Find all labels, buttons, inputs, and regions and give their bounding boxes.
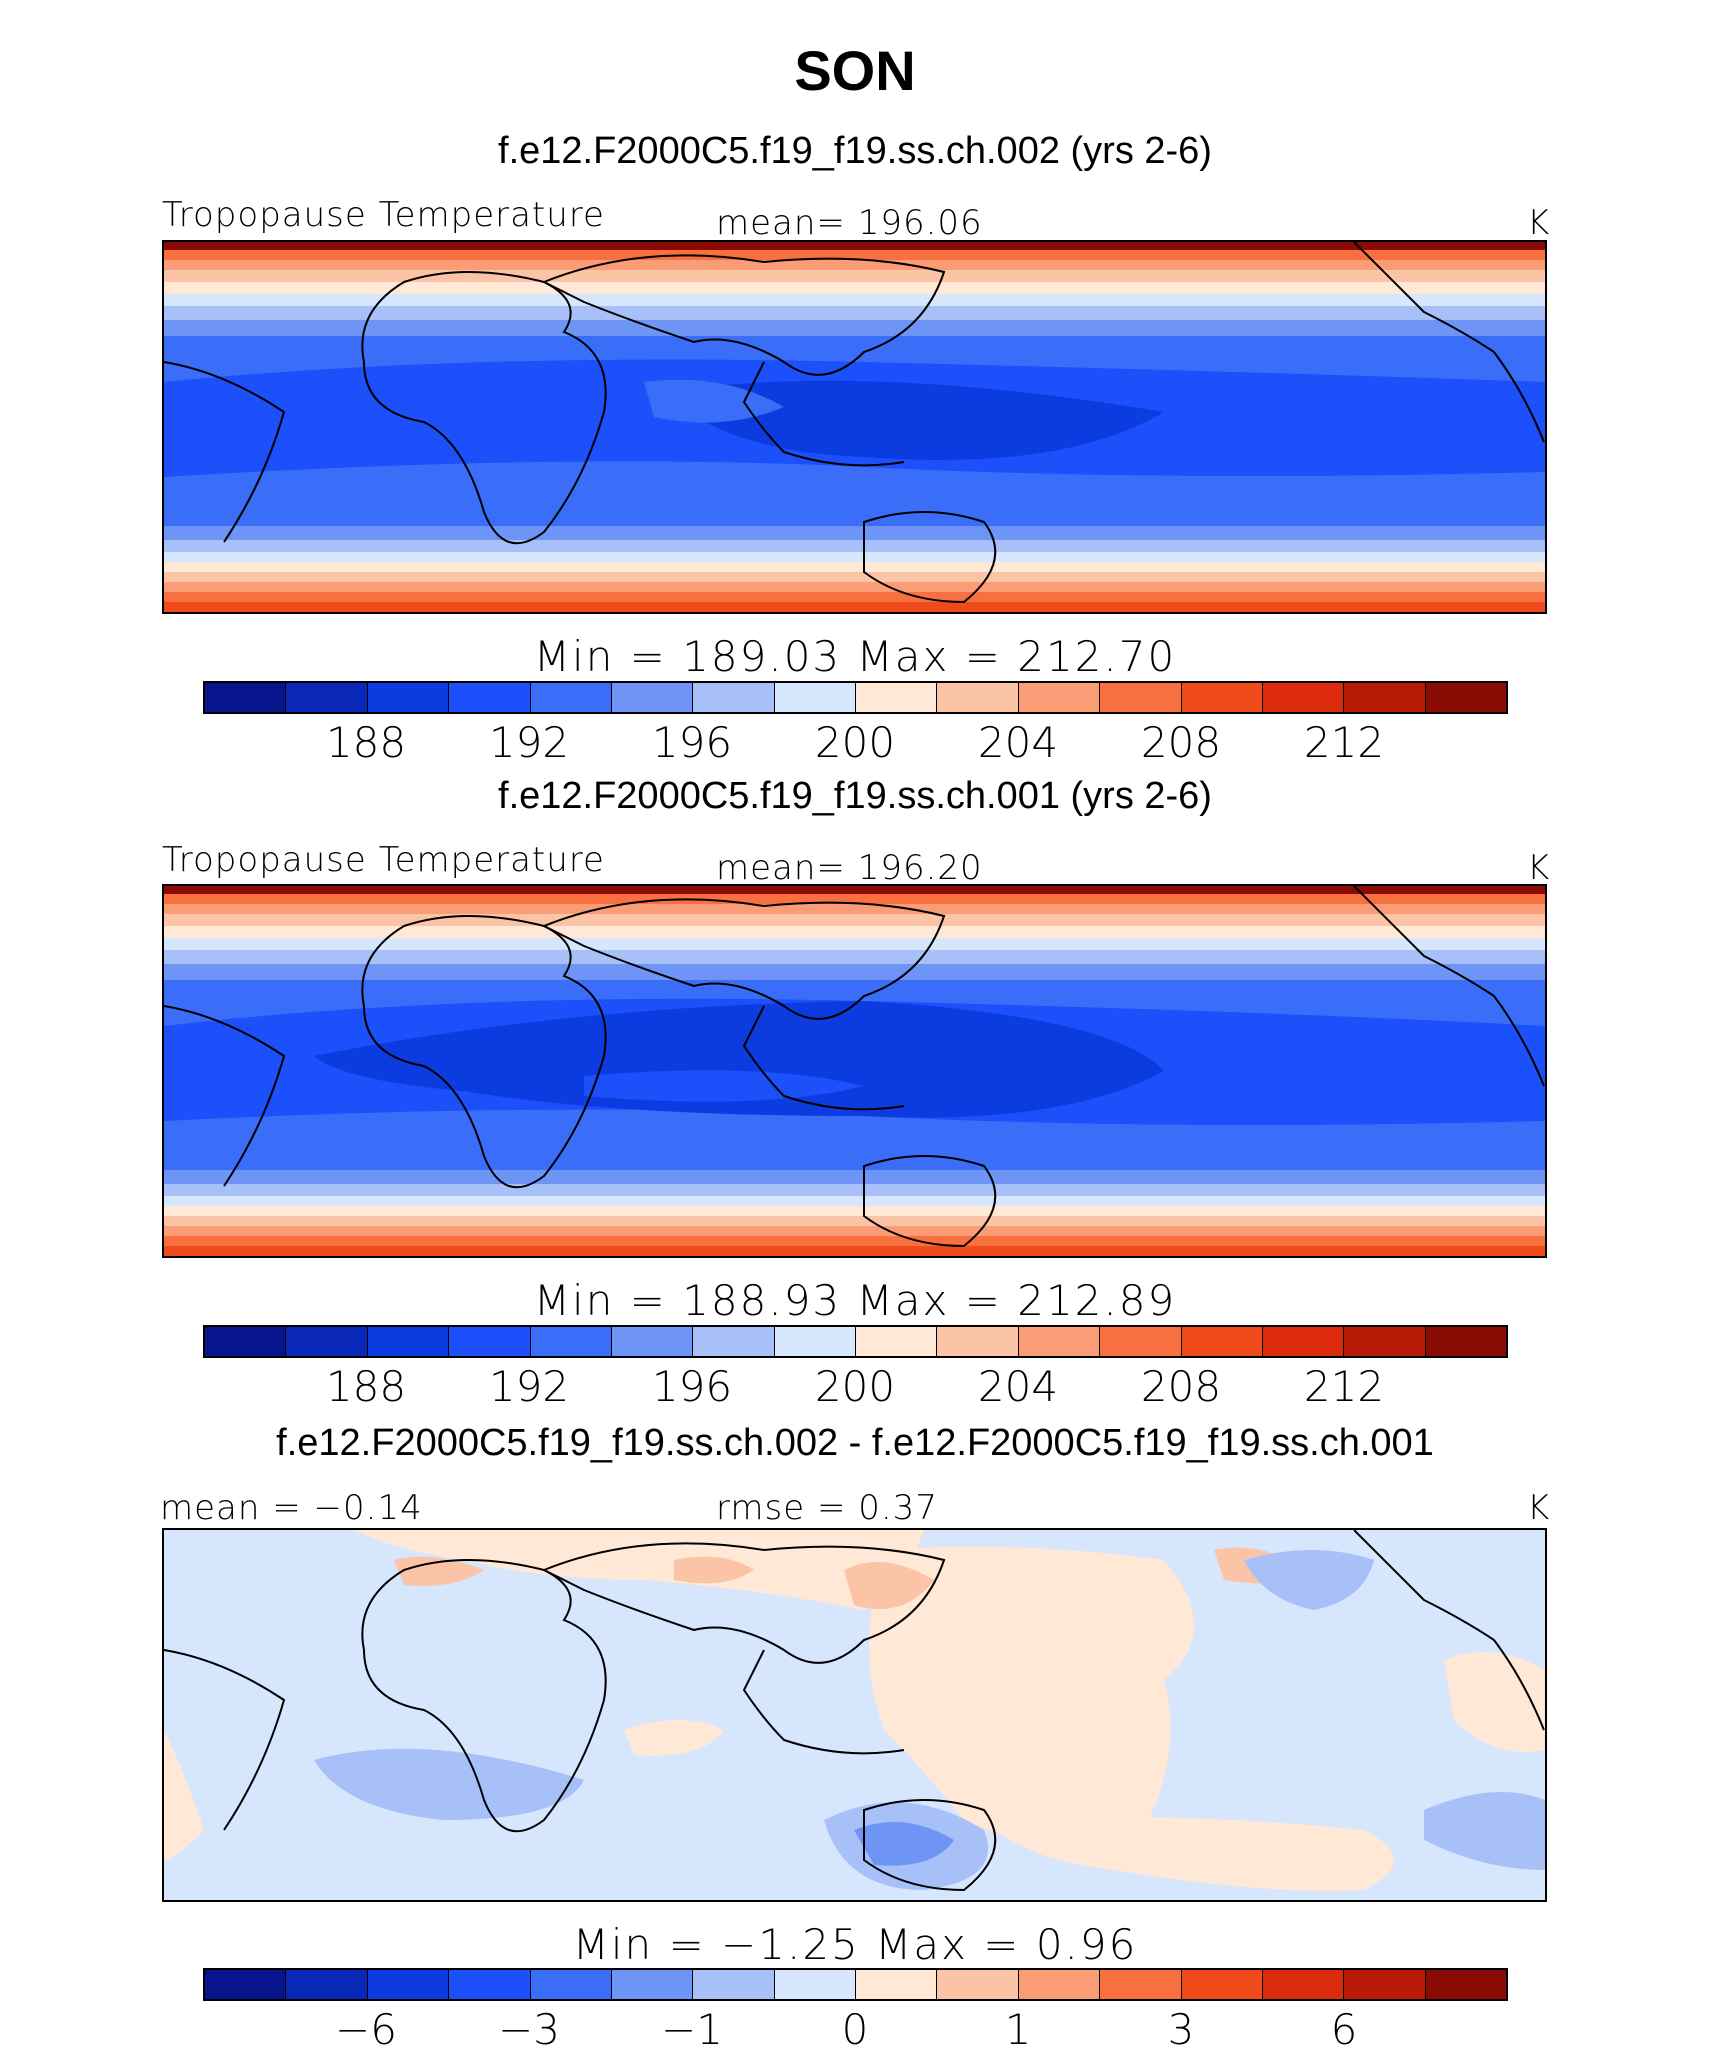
colorbar-cell-0 [205,1327,287,1356]
panel1-tick-196: 196 [651,718,733,767]
colorbar-cell-12 [1181,683,1263,712]
colorbar-cell-15 [1425,1327,1506,1356]
panel2-tick-212: 212 [1303,1362,1385,1411]
colorbar-cell-10 [1018,1327,1101,1356]
colorbar-cell-15 [1425,683,1506,712]
panel1-variable-label: Tropopause Temperature [162,195,605,235]
colorbar-cell-2 [367,683,450,712]
panel3-map [162,1528,1547,1902]
panel1-units-label: K [1527,203,1551,243]
panel1-tick-208: 208 [1140,718,1222,767]
panel2-minmax: Min = 188.93 Max = 212.89 [533,1276,1177,1325]
colorbar-cell-11 [1100,683,1182,712]
colorbar-cell-14 [1344,1970,1426,1999]
colorbar-cell-4 [530,1327,612,1356]
colorbar-cell-2 [367,1327,450,1356]
colorbar-cell-13 [1262,1970,1345,1999]
panel3-coastlines [164,1530,1545,1892]
panel3-title: f.e12.F2000C5.f19_f19.ss.ch.002 - f.e12.… [276,1422,1434,1464]
colorbar-cell-12 [1181,1970,1263,1999]
panel2-mean-label: mean= 196.20 [716,848,983,888]
panel1-minmax: Min = 189.03 Max = 212.70 [533,632,1177,681]
panel1-tick-188: 188 [325,718,407,767]
panel3-units-label: K [1527,1488,1551,1528]
panel3-tick-0: 0 [841,2005,869,2054]
colorbar-cell-9 [937,1327,1019,1356]
panel2-tick-188: 188 [325,1362,407,1411]
colorbar-cell-13 [1262,1327,1345,1356]
colorbar-cell-0 [205,1970,287,1999]
colorbar-cell-7 [774,683,856,712]
panel1-mean-label: mean= 196.06 [716,203,983,243]
panel2-tick-196: 196 [651,1362,733,1411]
colorbar-cell-6 [693,1327,775,1356]
panel2-tick-208: 208 [1140,1362,1222,1411]
colorbar-cell-6 [693,683,775,712]
panel1-coastlines [164,242,1545,604]
panel3-tick-1: 1 [1004,2005,1032,2054]
colorbar-cell-8 [856,1327,938,1356]
panel2-contour-plot [164,886,1545,1256]
panel2-tick-192: 192 [488,1362,570,1411]
colorbar-cell-6 [693,1970,775,1999]
panel3-colorbar [203,1968,1508,2001]
panel1-contour-plot [164,242,1545,612]
colorbar-cell-9 [937,1970,1019,1999]
colorbar-cell-12 [1181,1327,1263,1356]
panel1-map [162,240,1547,614]
panel3-tick-neg1: −1 [661,2005,723,2054]
colorbar-cell-1 [286,1327,368,1356]
panel3-tick-neg3: −3 [498,2005,560,2054]
colorbar-cell-2 [367,1970,450,1999]
panel1-tick-200: 200 [814,718,896,767]
panel2-tick-204: 204 [977,1362,1059,1411]
colorbar-cell-4 [530,683,612,712]
colorbar-cell-8 [856,683,938,712]
colorbar-cell-9 [937,683,1019,712]
colorbar-cell-13 [1262,683,1345,712]
colorbar-cell-0 [205,683,287,712]
panel2-map [162,884,1547,1258]
colorbar-cell-7 [774,1327,856,1356]
panel2-variable-label: Tropopause Temperature [162,840,605,880]
colorbar-cell-3 [449,1327,531,1356]
panel1-title: f.e12.F2000C5.f19_f19.ss.ch.002 (yrs 2-6… [498,130,1212,172]
panel3-tick-6: 6 [1330,2005,1358,2054]
colorbar-cell-11 [1100,1327,1182,1356]
panel1-colorbar [203,681,1508,714]
panel3-minmax: Min = −1.25 Max = 0.96 [572,1920,1138,1969]
colorbar-cell-5 [611,1327,694,1356]
panel2-coastlines [164,886,1545,1248]
colorbar-cell-4 [530,1970,612,1999]
colorbar-cell-15 [1425,1970,1506,1999]
panel2-colorbar [203,1325,1508,1358]
panel1-tick-192: 192 [488,718,570,767]
figure-title: SON [794,39,916,102]
panel2-units-label: K [1527,848,1551,888]
panel3-contour-plot [164,1530,1545,1900]
colorbar-cell-10 [1018,683,1101,712]
colorbar-cell-8 [856,1970,938,1999]
colorbar-cell-14 [1344,1327,1426,1356]
panel1-tick-212: 212 [1303,718,1385,767]
colorbar-cell-14 [1344,683,1426,712]
panel3-rmse-label: rmse = 0.37 [716,1488,938,1528]
colorbar-cell-5 [611,1970,694,1999]
panel3-tick-3: 3 [1167,2005,1195,2054]
colorbar-cell-1 [286,683,368,712]
colorbar-cell-11 [1100,1970,1182,1999]
colorbar-cell-3 [449,1970,531,1999]
colorbar-cell-5 [611,683,694,712]
colorbar-cell-7 [774,1970,856,1999]
colorbar-cell-3 [449,683,531,712]
panel2-title: f.e12.F2000C5.f19_f19.ss.ch.001 (yrs 2-6… [498,775,1212,817]
panel3-tick-neg6: −6 [335,2005,397,2054]
panel3-mean-label: mean = −0.14 [160,1488,423,1528]
colorbar-cell-10 [1018,1970,1101,1999]
panel2-tick-200: 200 [814,1362,896,1411]
colorbar-cell-1 [286,1970,368,1999]
panel1-tick-204: 204 [977,718,1059,767]
